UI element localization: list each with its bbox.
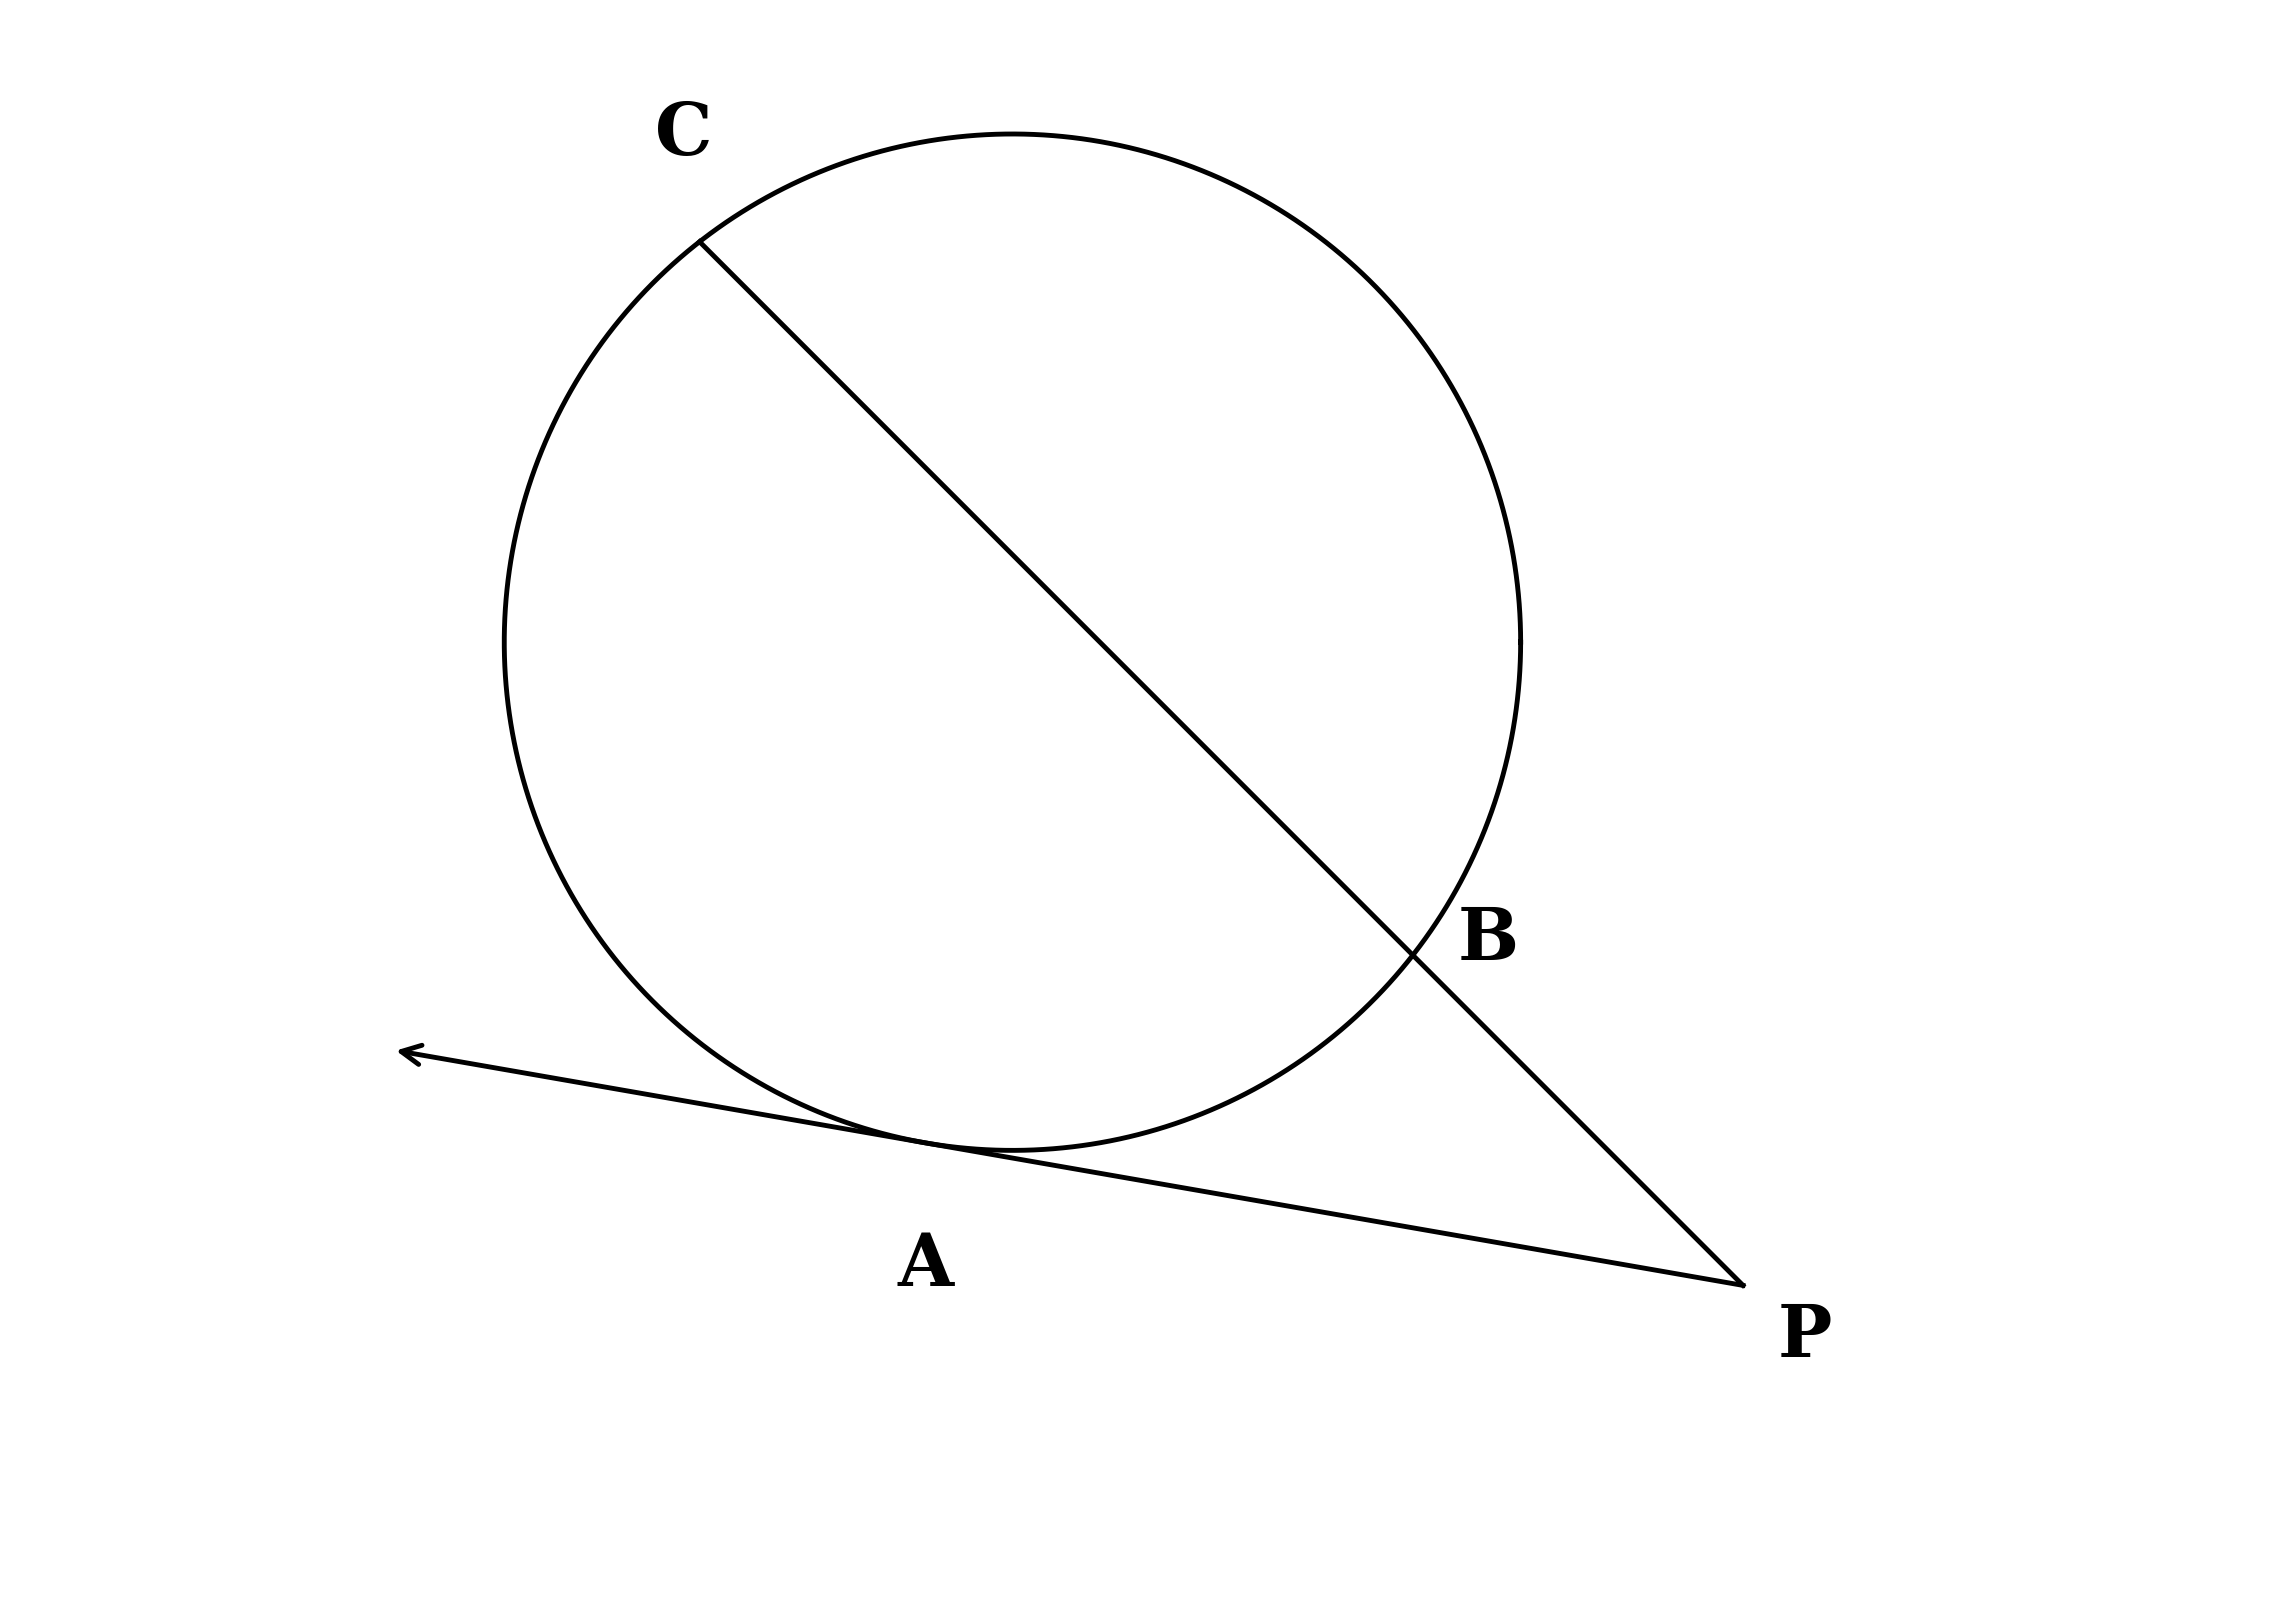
Text: C: C [654,99,713,170]
Text: A: A [898,1230,953,1301]
Text: P: P [1778,1301,1832,1373]
Text: B: B [1456,904,1518,974]
